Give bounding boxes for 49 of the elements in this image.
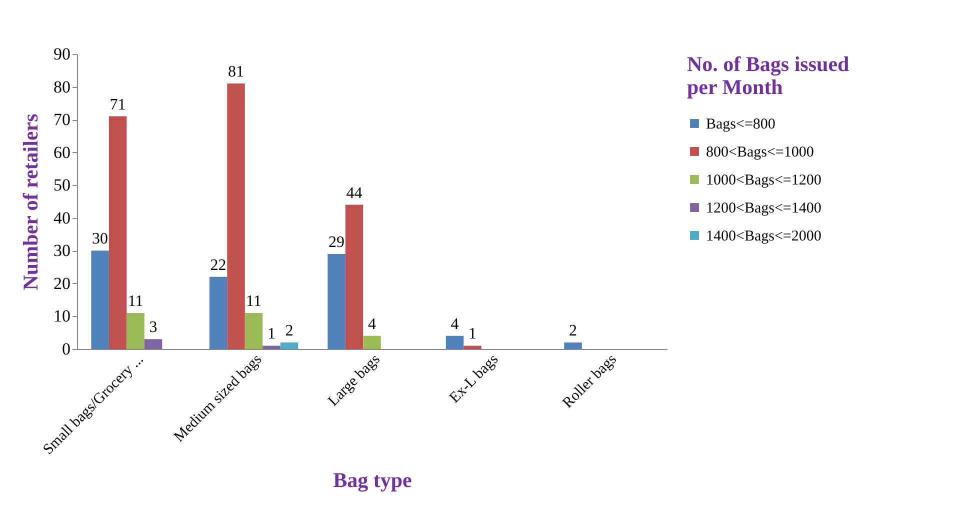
data-label: 1 xyxy=(468,326,476,343)
y-tick-label: 80 xyxy=(54,77,70,96)
y-tick-label: 30 xyxy=(54,241,70,260)
x-axis-title: Bag type xyxy=(333,468,412,492)
data-label: 30 xyxy=(92,230,108,248)
bar xyxy=(108,116,127,349)
y-tick-label: 70 xyxy=(54,110,70,130)
bar xyxy=(244,312,263,349)
y-tick-label: 10 xyxy=(54,306,70,326)
data-label: 44 xyxy=(346,184,362,202)
bar xyxy=(126,312,144,349)
data-label: 2 xyxy=(285,322,294,340)
legend-label: 1000<Bags<=1200 xyxy=(706,172,822,188)
legend-label: 1400<Bags<=2000 xyxy=(706,228,822,244)
data-label: 22 xyxy=(210,256,226,274)
legend-label: 800<Bags<=1000 xyxy=(706,144,814,160)
y-axis-title: Number of retailers xyxy=(18,114,42,290)
data-label: 1 xyxy=(268,326,276,343)
data-label: 71 xyxy=(110,96,126,114)
x-tick-label: Ex-L bags xyxy=(446,351,502,406)
data-label: 4 xyxy=(368,316,376,333)
y-tick-label: 90 xyxy=(54,44,70,64)
data-label: 4 xyxy=(450,316,459,333)
legend-label: 1200<Bags<=1400 xyxy=(706,200,822,216)
bar xyxy=(564,342,582,349)
legend-title: No. of Bags issued per Month xyxy=(687,52,850,99)
bar xyxy=(280,342,298,349)
bar xyxy=(262,346,280,349)
data-label: 11 xyxy=(246,292,262,310)
data-label: 29 xyxy=(328,234,345,251)
data-label: 11 xyxy=(128,292,144,310)
bar xyxy=(144,339,162,349)
bar xyxy=(363,336,381,349)
data-label: 2 xyxy=(569,322,577,340)
bar xyxy=(328,254,346,349)
y-tick-label: 60 xyxy=(54,142,70,162)
bar xyxy=(446,336,464,349)
data-label: 81 xyxy=(228,64,244,80)
y-tick-label: 0 xyxy=(62,340,70,358)
data-label: 3 xyxy=(149,319,158,336)
bar xyxy=(227,84,245,349)
bar xyxy=(209,276,228,349)
bar xyxy=(91,250,109,349)
y-tick-label: 50 xyxy=(54,176,70,195)
y-tick-label: 40 xyxy=(54,208,70,228)
bar xyxy=(464,346,482,349)
legend-label: Bags<=800 xyxy=(706,116,776,132)
bar xyxy=(345,204,364,349)
y-tick-label: 20 xyxy=(54,274,70,293)
